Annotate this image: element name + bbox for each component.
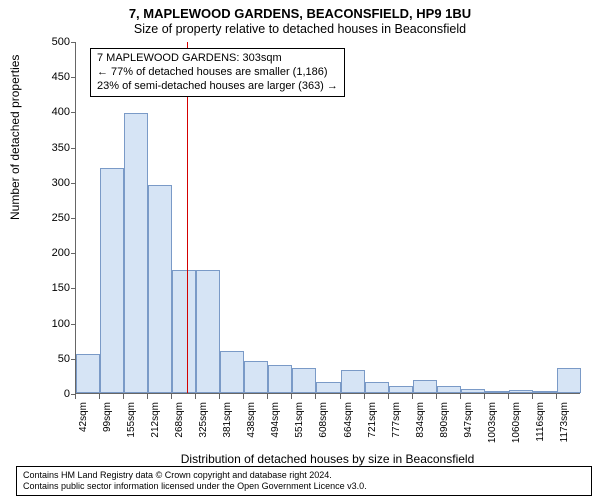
x-tick-mark xyxy=(267,394,268,399)
x-tick-mark xyxy=(123,394,124,399)
x-tick-mark xyxy=(147,394,148,399)
histogram-bar xyxy=(485,391,509,393)
annotation-line2: ← 77% of detached houses are smaller (1,… xyxy=(97,66,338,80)
x-tick-mark xyxy=(436,394,437,399)
x-tick-mark xyxy=(291,394,292,399)
x-tick-label: 268sqm xyxy=(174,402,185,438)
x-tick-mark xyxy=(412,394,413,399)
x-tick-label: 155sqm xyxy=(126,402,137,438)
plot-area: 7 MAPLEWOOD GARDENS: 303sqm ← 77% of det… xyxy=(75,42,580,394)
histogram-bar xyxy=(316,382,340,393)
x-tick-label: 212sqm xyxy=(150,402,161,438)
y-tick-mark xyxy=(71,288,76,289)
x-tick-mark xyxy=(484,394,485,399)
footer-line1: Contains HM Land Registry data © Crown c… xyxy=(23,470,585,481)
x-tick-label: 947sqm xyxy=(463,402,474,438)
y-tick-mark xyxy=(71,148,76,149)
y-tick-mark xyxy=(71,324,76,325)
x-tick-mark xyxy=(243,394,244,399)
histogram-bar xyxy=(268,365,292,393)
x-tick-mark xyxy=(532,394,533,399)
x-tick-mark xyxy=(388,394,389,399)
histogram-bar xyxy=(172,270,196,393)
x-tick-mark xyxy=(171,394,172,399)
x-tick-label: 494sqm xyxy=(270,402,281,438)
histogram-bar xyxy=(389,386,413,393)
histogram-bar xyxy=(244,361,268,393)
histogram-bar xyxy=(437,386,461,393)
x-tick-mark xyxy=(99,394,100,399)
x-tick-label: 608sqm xyxy=(318,402,329,438)
x-tick-mark xyxy=(219,394,220,399)
x-tick-mark xyxy=(364,394,365,399)
x-tick-label: 1060sqm xyxy=(511,402,522,443)
histogram-bar xyxy=(100,168,124,393)
histogram-bar xyxy=(148,185,172,393)
y-tick-label: 350 xyxy=(30,142,70,154)
y-tick-label: 500 xyxy=(30,36,70,48)
histogram-bar xyxy=(461,389,485,393)
x-tick-label: 381sqm xyxy=(222,402,233,438)
y-tick-mark xyxy=(71,42,76,43)
histogram-bar xyxy=(341,370,365,393)
x-tick-mark xyxy=(340,394,341,399)
y-tick-label: 400 xyxy=(30,106,70,118)
footer-line2: Contains public sector information licen… xyxy=(23,481,585,492)
y-tick-label: 150 xyxy=(30,282,70,294)
x-tick-label: 1003sqm xyxy=(487,402,498,443)
page-subtitle: Size of property relative to detached ho… xyxy=(0,22,600,36)
y-tick-mark xyxy=(71,112,76,113)
x-tick-label: 834sqm xyxy=(415,402,426,438)
y-tick-label: 300 xyxy=(30,177,70,189)
x-tick-label: 664sqm xyxy=(343,402,354,438)
x-tick-mark xyxy=(75,394,76,399)
y-tick-label: 100 xyxy=(30,318,70,330)
x-tick-mark xyxy=(195,394,196,399)
y-tick-label: 450 xyxy=(30,71,70,83)
histogram-bar xyxy=(220,351,244,393)
x-tick-label: 1116sqm xyxy=(535,402,546,442)
x-tick-mark xyxy=(315,394,316,399)
histogram-bar xyxy=(196,270,220,393)
x-tick-label: 99sqm xyxy=(102,402,113,432)
histogram-bar xyxy=(509,390,533,393)
footer-box: Contains HM Land Registry data © Crown c… xyxy=(16,466,592,497)
y-tick-mark xyxy=(71,183,76,184)
histogram-bar xyxy=(292,368,316,393)
histogram-bar xyxy=(76,354,100,393)
x-tick-label: 777sqm xyxy=(391,402,402,438)
histogram-bar xyxy=(557,368,581,393)
histogram-bar xyxy=(124,113,148,393)
x-tick-label: 551sqm xyxy=(294,402,305,438)
x-tick-label: 42sqm xyxy=(78,402,89,432)
y-axis-label: Number of detached properties xyxy=(8,55,22,220)
x-tick-label: 1173sqm xyxy=(559,402,570,442)
page-title: 7, MAPLEWOOD GARDENS, BEACONSFIELD, HP9 … xyxy=(0,6,600,21)
x-tick-label: 721sqm xyxy=(367,402,378,438)
histogram-bar xyxy=(365,382,389,393)
x-tick-mark xyxy=(508,394,509,399)
y-tick-mark xyxy=(71,253,76,254)
x-tick-mark xyxy=(556,394,557,399)
y-tick-label: 50 xyxy=(30,353,70,365)
annotation-line1: 7 MAPLEWOOD GARDENS: 303sqm xyxy=(97,52,338,66)
y-tick-mark xyxy=(71,218,76,219)
y-tick-label: 250 xyxy=(30,212,70,224)
y-tick-mark xyxy=(71,359,76,360)
x-tick-label: 325sqm xyxy=(198,402,209,438)
x-axis-label: Distribution of detached houses by size … xyxy=(75,452,580,466)
y-tick-mark xyxy=(71,77,76,78)
histogram-bar xyxy=(413,380,437,393)
x-tick-label: 438sqm xyxy=(246,402,257,438)
x-tick-label: 890sqm xyxy=(439,402,450,438)
annotation-line3: 23% of semi-detached houses are larger (… xyxy=(97,80,338,94)
x-tick-mark xyxy=(460,394,461,399)
histogram-bar xyxy=(533,391,557,393)
annotation-box: 7 MAPLEWOOD GARDENS: 303sqm ← 77% of det… xyxy=(90,48,345,97)
y-tick-label: 0 xyxy=(30,388,70,400)
chart-container: 7, MAPLEWOOD GARDENS, BEACONSFIELD, HP9 … xyxy=(0,0,600,500)
y-tick-label: 200 xyxy=(30,247,70,259)
